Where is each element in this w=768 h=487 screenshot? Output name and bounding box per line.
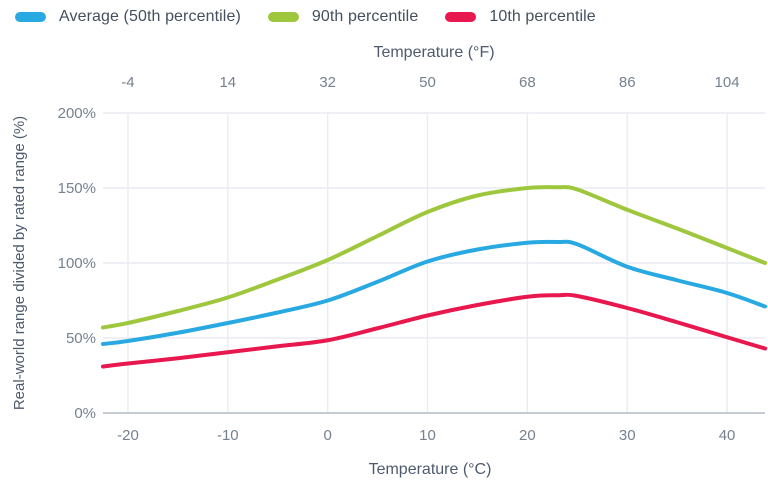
x-tick-label-f: 68 (519, 74, 536, 91)
y-tick-label: 0% (74, 405, 96, 422)
x-tick-label-f: 86 (619, 74, 636, 91)
legend-item-90th[interactable]: 90th percentile (267, 8, 419, 26)
x-tick-label-c: -10 (217, 427, 239, 444)
legend-swatch-average (15, 12, 46, 22)
x-tick-label-c: -20 (117, 427, 139, 444)
x-tick-label-c: 30 (619, 427, 636, 444)
x-tick-label-f: 50 (419, 74, 436, 91)
y-tick-label: 200% (58, 105, 96, 122)
y-tick-label: 50% (66, 330, 96, 347)
y-tick-label: 150% (58, 180, 96, 197)
ticks-layer: -4 -20 14 -10 32 0 50 10 68 20 86 30 104 40 0% 50% 100% 1… (58, 74, 740, 444)
y-axis-title: Real-world range divided by rated range … (11, 116, 28, 410)
series-layer (101, 185, 767, 369)
legend-swatch-10th (445, 12, 477, 22)
legend-item-10th[interactable]: 10th percentile (445, 8, 596, 26)
x-tick-label-c: 20 (519, 427, 536, 444)
x-tick-label-c: 10 (419, 427, 436, 444)
legend-label-90th: 90th percentile (311, 8, 419, 25)
bottom-axis-title: Temperature (°C) (369, 461, 492, 478)
legend-label-average: Average (50th percentile) (59, 8, 241, 25)
series-line-average-50th-percentile (101, 239, 767, 346)
x-tick-label-f: 32 (319, 74, 336, 91)
x-tick-label-f: 14 (219, 74, 236, 91)
x-tick-label-c: 40 (719, 427, 736, 444)
grid-layer (103, 112, 765, 414)
series-line-10th-percentile (101, 292, 767, 369)
legend-item-average[interactable]: Average (50th percentile) (15, 8, 241, 26)
legend-swatch-90th (267, 12, 299, 22)
y-tick-label: 100% (58, 255, 96, 272)
legend: Average (50th percentile) 90th percentil… (15, 8, 596, 26)
x-tick-label-c: 0 (323, 427, 331, 444)
top-axis-title: Temperature (°F) (373, 44, 494, 61)
x-tick-label-f: 104 (715, 74, 740, 91)
series-line-90th-percentile (101, 185, 767, 330)
x-tick-label-f: -4 (121, 74, 134, 91)
legend-label-10th: 10th percentile (489, 8, 596, 25)
